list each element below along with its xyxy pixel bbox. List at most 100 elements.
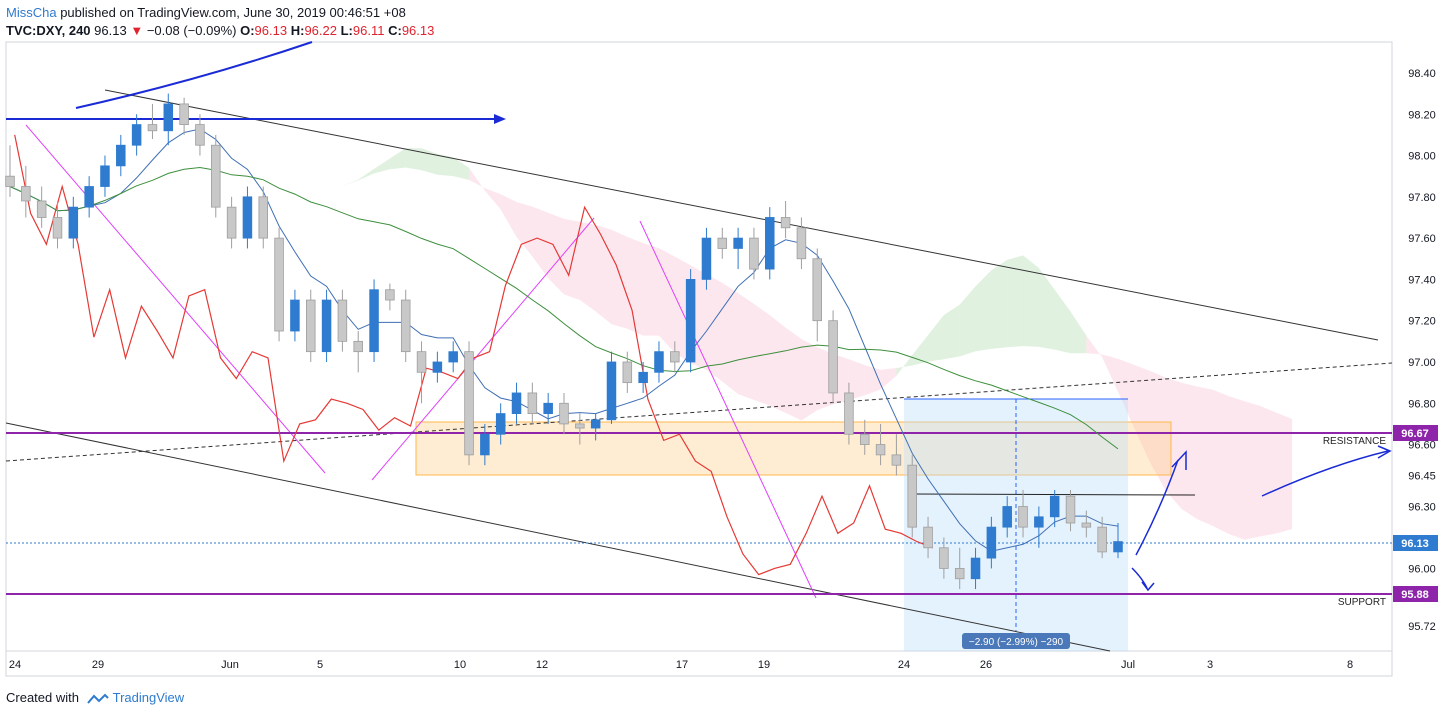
candle-body[interactable] (100, 165, 110, 187)
candle-body[interactable] (970, 557, 981, 580)
candle-body[interactable] (606, 361, 617, 421)
candle-body[interactable] (290, 299, 300, 332)
candle-body[interactable] (195, 124, 205, 146)
candle-body[interactable] (68, 206, 79, 239)
candle-body[interactable] (369, 289, 379, 353)
cloud-segment (389, 148, 406, 170)
footer: Created with TradingView (6, 689, 184, 707)
candle-body[interactable] (812, 258, 823, 322)
candle-body[interactable] (385, 289, 395, 301)
candle-body[interactable] (796, 227, 807, 260)
candle-body[interactable] (179, 103, 189, 125)
candle-body[interactable] (511, 392, 522, 414)
candle-body[interactable] (717, 237, 728, 249)
cloud-segment (611, 229, 628, 329)
cloud-segment (1244, 401, 1261, 540)
candle-body[interactable] (670, 351, 680, 363)
tradingview-brand[interactable]: TradingView (112, 690, 185, 705)
candle-body[interactable] (1018, 506, 1028, 528)
candle-body[interactable] (986, 526, 997, 559)
candle-body[interactable] (84, 186, 94, 208)
candle-body[interactable] (5, 175, 15, 187)
candle-body[interactable] (939, 547, 949, 569)
candle-body[interactable] (765, 217, 775, 270)
candle-body[interactable] (733, 237, 743, 249)
candle-body[interactable] (907, 464, 917, 528)
candle-body[interactable] (685, 279, 696, 363)
candle-body[interactable] (274, 237, 284, 332)
candle-body[interactable] (1081, 522, 1092, 528)
candle-body[interactable] (654, 351, 664, 373)
candle-body[interactable] (163, 103, 174, 132)
projection-up-curve[interactable] (1135, 459, 1179, 556)
candle-body[interactable] (875, 444, 886, 456)
candle-body[interactable] (527, 392, 538, 414)
dashed-trendline[interactable] (5, 362, 1393, 462)
author-name[interactable]: MissCha (6, 5, 57, 20)
candle-body[interactable] (780, 217, 791, 229)
candle-body[interactable] (480, 433, 490, 456)
candle-body[interactable] (36, 200, 47, 218)
candle-body[interactable] (590, 419, 601, 429)
candle-body[interactable] (321, 299, 332, 353)
candle-body[interactable] (1049, 495, 1060, 518)
y-tick-label: 96.45 (1408, 471, 1436, 483)
candle-body[interactable] (1113, 541, 1123, 553)
blue-curve-up[interactable] (75, 41, 313, 109)
magenta-line-1[interactable] (25, 124, 326, 474)
magenta-line-3[interactable] (639, 220, 817, 599)
candle-body[interactable] (622, 361, 633, 384)
candle-body[interactable] (448, 351, 458, 363)
range-top-line[interactable] (911, 493, 1196, 496)
candle-body[interactable] (575, 423, 585, 429)
symbol-label[interactable]: TVC:DXY, 240 (6, 23, 91, 38)
candle-body[interactable] (353, 340, 363, 353)
candle-body[interactable] (954, 568, 965, 580)
cloud-segment (1007, 255, 1024, 348)
cloud-segment (1165, 377, 1182, 509)
lower-trendline[interactable] (5, 422, 1111, 652)
candle-body[interactable] (859, 433, 870, 445)
support-text: SUPPORT (1338, 597, 1386, 608)
candle-body[interactable] (211, 144, 221, 208)
candle-body[interactable] (52, 217, 63, 239)
candle-body[interactable] (242, 196, 253, 239)
candle-body[interactable] (701, 237, 712, 280)
candle-body[interactable] (1065, 495, 1076, 524)
candle-body[interactable] (226, 206, 237, 239)
candle-body[interactable] (400, 299, 411, 353)
candle-body[interactable] (1034, 516, 1044, 528)
resistance-zone-box[interactable] (415, 421, 1172, 476)
candle-body[interactable] (432, 361, 443, 373)
y-tick-label: 97.00 (1408, 357, 1436, 369)
candle-body[interactable] (559, 402, 569, 425)
candle-body[interactable] (891, 454, 902, 466)
candle-body[interactable] (1097, 526, 1107, 553)
candle-body[interactable] (844, 392, 854, 435)
projection-right-curve[interactable] (1261, 450, 1389, 497)
candle-body[interactable] (131, 124, 142, 146)
candle-body[interactable] (416, 351, 427, 373)
candle-body[interactable] (749, 237, 759, 270)
magenta-line-2[interactable] (371, 217, 595, 481)
candle-body[interactable] (258, 196, 269, 239)
x-tick-label: 8 (1347, 659, 1353, 671)
candle-body[interactable] (305, 299, 316, 353)
y-tick-label: 96.80 (1408, 398, 1436, 410)
candle-body[interactable] (828, 320, 838, 394)
candle-body[interactable] (495, 413, 506, 435)
candle-body[interactable] (1002, 506, 1012, 528)
candle-body[interactable] (21, 186, 31, 202)
x-tick-label: 12 (536, 659, 548, 671)
candle-body[interactable] (638, 371, 648, 384)
candle-body[interactable] (147, 124, 158, 132)
support-price-label: 95.88 (1401, 589, 1429, 601)
candle-body[interactable] (337, 299, 348, 342)
upper-trendline[interactable] (104, 89, 1379, 341)
cloud-segment (1260, 406, 1277, 537)
candle-body[interactable] (543, 402, 553, 414)
candle-body[interactable] (116, 144, 126, 167)
candle-body[interactable] (464, 351, 474, 456)
candle-body[interactable] (923, 526, 933, 549)
